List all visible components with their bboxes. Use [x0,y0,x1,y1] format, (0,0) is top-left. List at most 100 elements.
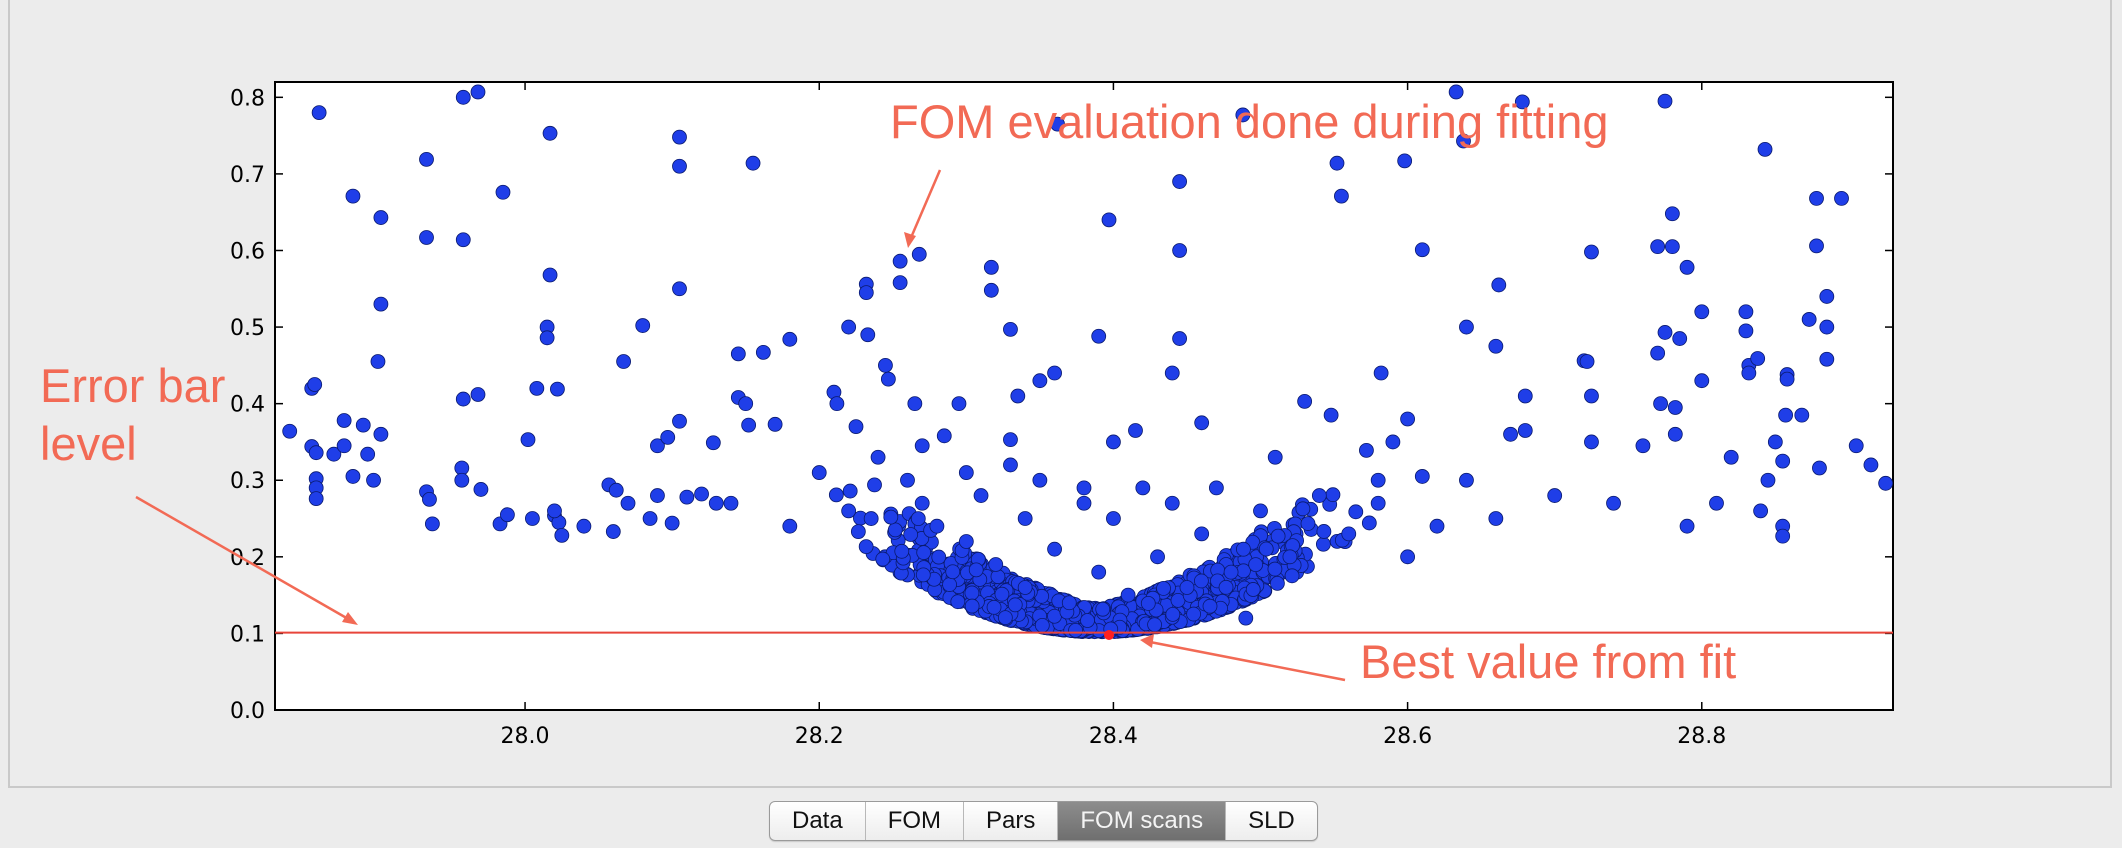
scatter-point [1238,610,1254,626]
scatter-point [1775,453,1791,469]
scatter-point [1164,365,1180,381]
scatter-point [1325,487,1341,503]
scatter-point [529,380,545,396]
scatter-point [1156,581,1171,596]
tab-sld[interactable]: SLD [1248,807,1295,834]
scatter-point [1779,371,1795,387]
scatter-point [1068,622,1083,638]
scatter-point [336,438,352,454]
scatter-point [1003,432,1018,448]
scatter-point [950,594,966,610]
scatter-point [1650,239,1666,255]
scatter-point [1750,351,1766,366]
scatter-point [635,318,651,333]
scatter-point [880,371,896,387]
scatter-point [1295,501,1311,517]
scatter-point [672,281,687,297]
scatter-point [958,534,974,549]
scatter-point [1503,426,1518,442]
tab-fom-scans[interactable]: FOM scans [1058,802,1227,840]
scatter-point [1003,457,1018,473]
scatter-point [1076,480,1092,496]
scatter-point [1517,388,1533,404]
scatter-point [326,446,342,462]
scatter-point [1878,475,1894,491]
scatter-point [730,346,746,362]
scatter-point [1694,373,1710,389]
scatter-point [1809,238,1824,254]
scatter-point [1010,388,1026,404]
scatter-point [1819,319,1835,335]
scatter-point [1047,541,1062,557]
scatter-point [1007,597,1023,613]
scatter-point [1341,526,1357,542]
scatter-point [1135,480,1151,496]
scatter-point [616,354,632,369]
tab-data[interactable]: Data [770,802,866,840]
scatter-point [1459,472,1474,488]
error-bar-annotation-line1: Error bar [40,359,225,412]
scatter-point [1429,518,1445,534]
scatter-point [664,515,680,531]
best-value-arrowhead [1140,634,1154,648]
scatter-point [345,469,361,484]
scatter-point [867,477,882,493]
scatter-point [1448,84,1464,100]
scatter-point [887,522,903,538]
scatter-point [1270,528,1286,544]
scatter-point [958,465,974,480]
scatter-point [916,545,932,560]
scatter-point [936,428,952,444]
scatter-point [829,396,845,412]
scatter-point [1579,354,1595,369]
scatter-point [997,610,1013,625]
scatter-point [1076,495,1092,511]
scatter-point [1258,541,1274,557]
scatter-point [550,381,565,397]
fom-evaluation-arrow [908,169,942,241]
scatter-point [1664,239,1680,255]
scatter-point [1047,608,1062,624]
scatter-point [828,487,844,503]
scatter-point [1186,606,1202,622]
best-value-arrow [1149,640,1346,682]
scatter-point [542,125,558,141]
scatter-point [983,282,999,298]
scatter-point [782,331,798,347]
scatter-point [1329,155,1345,171]
scatter-point [1147,617,1162,633]
scatter-point [660,429,676,445]
scatter-point [679,489,695,505]
scatter-point [907,396,923,412]
y-tick-label: 0.0 [230,699,265,724]
scatter-point [1584,434,1599,450]
scatter-point [1679,518,1695,534]
scatter-point [990,569,1006,584]
scatter-point [1150,549,1165,565]
tab-fom[interactable]: FOM [866,802,965,840]
scatter-point [1738,323,1754,339]
scatter-point [1679,259,1695,275]
scatter-point [1757,141,1773,157]
scatter-point [1584,388,1599,404]
scatter-point [547,503,562,519]
scatter-point [1657,93,1673,109]
scatter-point [848,419,864,435]
scatter-point [1091,564,1107,580]
scatter-point [894,543,910,559]
y-axis: 0.00.10.20.30.40.50.60.70.8 [230,86,1893,724]
scatter-point [973,488,989,503]
scatter-point [1297,393,1313,409]
scatter-point [1334,188,1349,204]
scatter-point [875,551,891,567]
scatter-point [892,253,908,269]
scatter-point [1267,561,1283,577]
scatter-point [1361,515,1377,531]
scatter-point [1223,564,1239,580]
scatter-point [554,527,570,543]
tab-pars[interactable]: Pars [964,802,1059,840]
scatter-point [945,564,961,580]
scatter-point [360,446,376,462]
x-axis: 28.0 28.2 28.4 28.6 28.8 [501,82,1726,749]
scatter-point [705,435,721,451]
